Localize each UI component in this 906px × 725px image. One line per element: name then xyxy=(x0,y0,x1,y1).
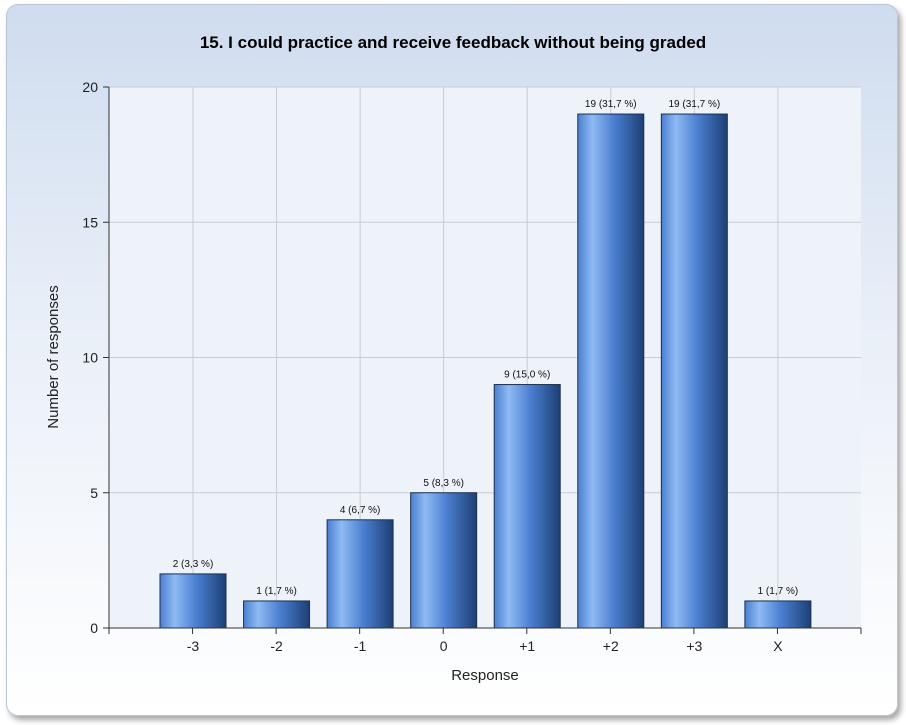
chart-title: 15. I could practice and receive feedbac… xyxy=(200,33,706,52)
bar-+3 xyxy=(660,113,728,629)
x-tick-label: 0 xyxy=(440,638,448,654)
x-tick-label: +2 xyxy=(603,638,619,654)
y-tick-label: 10 xyxy=(82,350,98,366)
x-tick-label: +3 xyxy=(686,638,702,654)
y-tick-label: 15 xyxy=(82,214,98,230)
x-tick-label: -3 xyxy=(187,638,200,654)
x-tick-label: -2 xyxy=(270,638,283,654)
bar-0 xyxy=(410,492,478,629)
bar-X xyxy=(744,600,812,629)
bar-+2 xyxy=(577,113,645,629)
data-label: 1 (1,7 %) xyxy=(758,586,799,597)
x-tick-label: X xyxy=(773,638,783,654)
data-label: 5 (8,3 %) xyxy=(423,478,464,489)
data-label: 19 (31,7 %) xyxy=(668,99,720,110)
y-tick-label: 5 xyxy=(90,485,98,501)
data-label: 1 (1,7 %) xyxy=(256,586,297,597)
bar--2 xyxy=(243,600,311,629)
x-tick-label: +1 xyxy=(519,638,535,654)
y-tick-label: 20 xyxy=(82,79,98,95)
data-label: 9 (15,0 %) xyxy=(504,370,550,381)
y-axis-title: Number of responses xyxy=(45,285,62,428)
data-label: 2 (3,3 %) xyxy=(173,559,214,570)
bar-+1 xyxy=(493,384,561,629)
bar--3 xyxy=(159,573,227,629)
bar--1 xyxy=(326,519,394,629)
data-label: 4 (6,7 %) xyxy=(340,505,381,516)
data-label: 19 (31,7 %) xyxy=(585,99,637,110)
x-axis-title: Response xyxy=(451,667,519,684)
x-tick-label: -1 xyxy=(354,638,367,654)
y-tick-label: 0 xyxy=(90,620,98,636)
